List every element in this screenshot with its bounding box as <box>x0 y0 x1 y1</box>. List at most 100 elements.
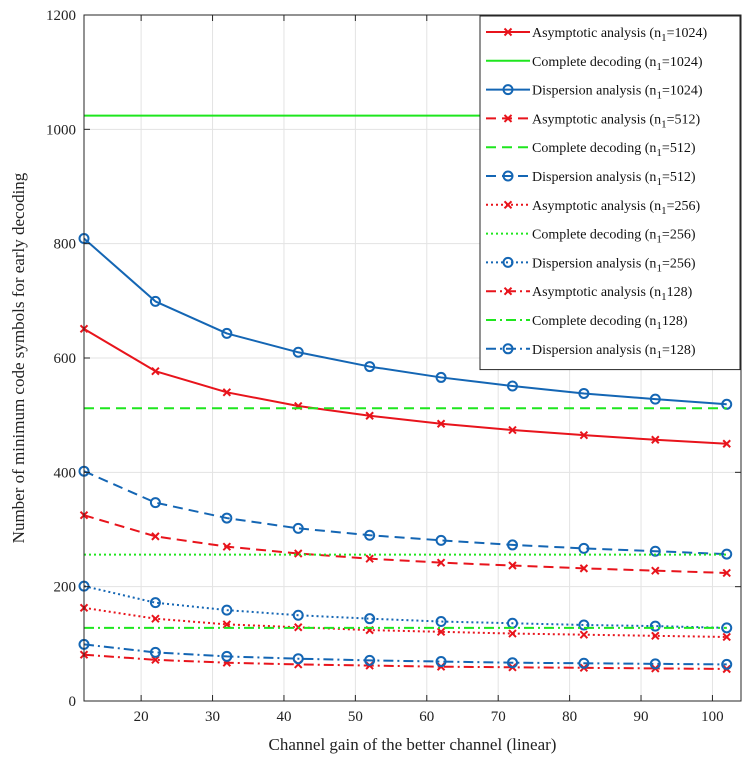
circle-marker <box>364 361 376 373</box>
x-marker <box>651 631 660 641</box>
circle-marker <box>435 656 447 668</box>
legend-label: Complete decoding (n1=256) <box>532 228 696 246</box>
circle-marker <box>578 387 590 399</box>
x-marker <box>722 632 731 642</box>
circle-marker <box>149 497 161 509</box>
legend-label: Complete decoding (n1=1024) <box>532 55 703 73</box>
y-tick-label: 200 <box>54 580 77 596</box>
y-tick-label: 0 <box>69 694 77 710</box>
legend-entry-1: Asymptotic analysis (n1=1024) <box>486 26 708 44</box>
legend-label: Complete decoding (n1128) <box>532 314 688 332</box>
circle-marker <box>506 539 518 551</box>
series-6 <box>78 465 733 560</box>
legend-entry-10: Asymptotic analysis (n1128) <box>486 285 693 303</box>
circle-marker <box>721 548 733 560</box>
legend-entry-12: Dispersion analysis (n1=128) <box>486 343 696 361</box>
y-tick-label: 600 <box>54 351 77 367</box>
circle-marker <box>502 256 514 268</box>
circle-marker <box>435 371 447 383</box>
circle-marker <box>149 295 161 307</box>
legend-entry-8: Complete decoding (n1=256) <box>486 228 696 246</box>
legend-entry-5: Complete decoding (n1=512) <box>486 141 696 159</box>
circle-marker <box>292 609 304 621</box>
legend-entry-7: Asymptotic analysis (n1=256) <box>486 199 701 217</box>
x-marker <box>222 620 232 629</box>
circle-marker <box>649 393 661 405</box>
circle-marker <box>649 658 661 670</box>
x-marker <box>436 419 446 428</box>
x-marker <box>508 561 517 570</box>
x-marker <box>436 558 446 567</box>
circle-marker <box>221 512 233 524</box>
x-marker <box>503 114 513 123</box>
legend-label: Complete decoding (n1=512) <box>532 141 696 159</box>
legend-entry-2: Complete decoding (n1=1024) <box>486 55 703 73</box>
legend-label: Dispersion analysis (n1=1024) <box>532 84 703 102</box>
x-tick-label: 30 <box>205 709 220 725</box>
legend-entry-3: Dispersion analysis (n1=1024) <box>486 84 703 102</box>
x-marker <box>651 566 660 575</box>
circle-marker <box>502 170 514 182</box>
legend-entry-11: Complete decoding (n1128) <box>486 314 688 332</box>
x-marker <box>151 655 160 665</box>
legend-label: Asymptotic analysis (n1=256) <box>532 199 701 217</box>
x-marker <box>651 435 660 444</box>
circle-marker <box>364 529 376 541</box>
x-marker <box>508 425 517 435</box>
series-line <box>83 514 727 574</box>
x-marker <box>579 630 589 639</box>
circle-marker <box>292 522 304 534</box>
x-tick-label: 60 <box>419 709 434 725</box>
y-tick-label: 1200 <box>46 8 76 24</box>
x-tick-label: 20 <box>134 709 149 725</box>
circle-marker <box>578 657 590 669</box>
legend-box <box>479 15 741 371</box>
x-tick-label: 100 <box>701 709 724 725</box>
x-marker <box>294 549 303 558</box>
x-marker <box>579 430 589 440</box>
x-marker <box>222 388 232 397</box>
circle-marker <box>435 616 447 628</box>
series-1 <box>79 324 731 448</box>
circle-marker <box>721 658 733 670</box>
y-axis-label: Number of minimum code symbols for early… <box>9 172 28 543</box>
series-line <box>83 606 727 638</box>
x-marker <box>365 411 374 420</box>
circle-marker <box>292 653 304 665</box>
x-tick-label: 80 <box>562 709 577 725</box>
x-tick-label: 50 <box>348 709 363 725</box>
legend-label: Dispersion analysis (n1=256) <box>532 256 696 274</box>
circle-marker <box>506 657 518 669</box>
circle-marker <box>502 343 514 355</box>
x-marker <box>151 366 160 376</box>
series-line <box>83 470 727 556</box>
y-tick-label: 800 <box>54 237 77 253</box>
legend-label: Asymptotic analysis (n1=1024) <box>532 26 708 44</box>
circle-marker <box>506 380 518 392</box>
legend-label: Asymptotic analysis (n1=512) <box>532 112 701 130</box>
circle-marker <box>149 646 161 658</box>
series-line <box>83 237 727 406</box>
circle-marker <box>221 604 233 616</box>
legend-label: Dispersion analysis (n1=128) <box>532 343 696 361</box>
legend-label: Asymptotic analysis (n1128) <box>532 285 693 303</box>
legend-entry-4: Asymptotic analysis (n1=512) <box>486 112 701 130</box>
x-marker <box>151 614 160 623</box>
y-tick-label: 1000 <box>46 122 76 138</box>
x-marker <box>436 627 446 637</box>
x-marker <box>503 200 513 210</box>
x-marker <box>151 532 160 541</box>
x-marker <box>503 286 513 296</box>
circle-marker <box>364 613 376 625</box>
legend-entry-9: Dispersion analysis (n1=256) <box>486 256 696 274</box>
x-tick-label: 40 <box>276 709 291 725</box>
x-tick-label: 90 <box>634 709 649 725</box>
legend: Asymptotic analysis (n1=1024) Complete de… <box>479 15 741 371</box>
legend-entry-6: Dispersion analysis (n1=512) <box>486 170 696 188</box>
circle-marker <box>364 654 376 666</box>
circle-marker <box>435 534 447 546</box>
series-line <box>83 643 727 666</box>
circle-marker <box>221 327 233 339</box>
